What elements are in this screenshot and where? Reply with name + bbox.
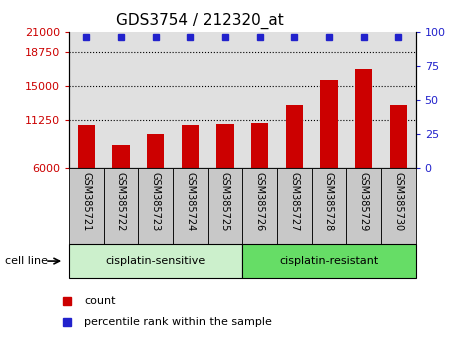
Bar <box>216 124 234 168</box>
Bar <box>77 125 95 168</box>
Bar <box>69 244 242 278</box>
Bar <box>320 80 338 168</box>
Bar <box>138 168 173 244</box>
Bar <box>69 168 104 244</box>
Bar <box>390 105 407 168</box>
Bar <box>173 168 208 244</box>
Text: GSM385721: GSM385721 <box>81 172 91 231</box>
Text: GSM385728: GSM385728 <box>324 172 334 231</box>
Bar <box>104 168 138 244</box>
Bar <box>277 168 312 244</box>
Bar <box>251 123 268 168</box>
Bar <box>355 69 372 168</box>
Text: GSM385729: GSM385729 <box>359 172 369 231</box>
Bar <box>312 168 346 244</box>
Text: GSM385730: GSM385730 <box>393 172 403 231</box>
Text: GSM385724: GSM385724 <box>185 172 195 231</box>
Bar <box>346 168 381 244</box>
Text: GSM385727: GSM385727 <box>289 172 299 231</box>
Text: GSM385725: GSM385725 <box>220 172 230 231</box>
Text: percentile rank within the sample: percentile rank within the sample <box>85 318 272 327</box>
Text: GSM385723: GSM385723 <box>151 172 161 231</box>
Bar <box>112 145 130 168</box>
Bar <box>181 125 199 168</box>
Text: GSM385722: GSM385722 <box>116 172 126 231</box>
Text: cisplatin-resistant: cisplatin-resistant <box>279 256 379 266</box>
Bar <box>147 133 164 168</box>
Bar <box>285 105 303 168</box>
Text: count: count <box>85 296 116 306</box>
Text: cell line: cell line <box>5 256 48 266</box>
Bar <box>242 168 277 244</box>
Text: cisplatin-sensitive: cisplatin-sensitive <box>105 256 206 266</box>
Bar <box>208 168 242 244</box>
Bar <box>242 244 416 278</box>
Text: GDS3754 / 212320_at: GDS3754 / 212320_at <box>115 12 284 29</box>
Bar <box>381 168 416 244</box>
Text: GSM385726: GSM385726 <box>255 172 265 231</box>
